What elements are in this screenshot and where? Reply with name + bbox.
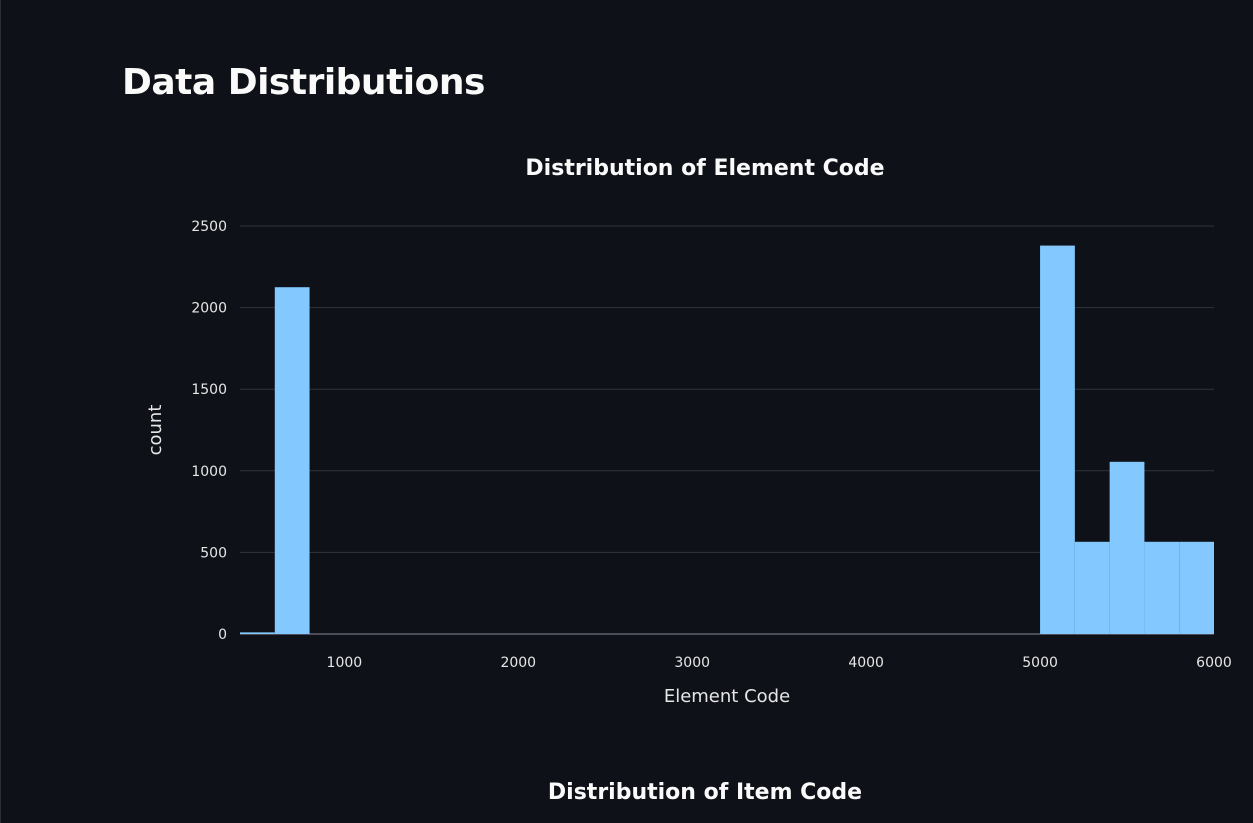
y-tick-label-1000: 1000 bbox=[191, 464, 227, 480]
histogram-bar-5800-6000[interactable] bbox=[1179, 541, 1214, 634]
histogram-bar-600-800[interactable] bbox=[274, 287, 310, 634]
histogram-bar-5400-5600[interactable] bbox=[1109, 461, 1145, 634]
histogram-bar-5200-5400[interactable] bbox=[1074, 541, 1110, 634]
x-tick-label-5000: 5000 bbox=[1022, 655, 1058, 671]
element-code-histogram: 0 500 1000 1500 2000 2500 1000 2000 3000 4000 5000… bbox=[145, 219, 1232, 707]
item-code-chart-title: Distribution of Item Code bbox=[547, 780, 863, 805]
histogram-bars bbox=[240, 245, 1214, 635]
element-code-chart-title: Distribution of Element Code bbox=[525, 156, 885, 181]
histogram-bar-5000-5200[interactable] bbox=[1040, 245, 1075, 635]
x-axis-title: Element Code bbox=[664, 686, 790, 707]
x-tick-label-2000: 2000 bbox=[500, 655, 536, 671]
y-tick-label-0: 0 bbox=[218, 627, 227, 643]
histogram-bar-400-600[interactable] bbox=[240, 632, 275, 634]
x-tick-label-6000: 6000 bbox=[1196, 655, 1232, 671]
y-tick-label-2000: 2000 bbox=[191, 301, 227, 317]
y-tick-label-2500: 2500 bbox=[191, 219, 227, 235]
x-tick-label-4000: 4000 bbox=[848, 655, 884, 671]
x-tick-label-3000: 3000 bbox=[674, 655, 710, 671]
page-title: Data Distributions bbox=[122, 62, 485, 103]
y-axis-title: count bbox=[145, 405, 166, 456]
x-tick-label-1000: 1000 bbox=[327, 655, 363, 671]
axis-ticks: 0 500 1000 1500 2000 2500 1000 2000 3000 4000 5000… bbox=[191, 219, 1231, 671]
y-tick-label-1500: 1500 bbox=[191, 382, 227, 398]
histogram-bar-5600-5800[interactable] bbox=[1144, 541, 1180, 634]
y-tick-label-500: 500 bbox=[200, 545, 227, 561]
